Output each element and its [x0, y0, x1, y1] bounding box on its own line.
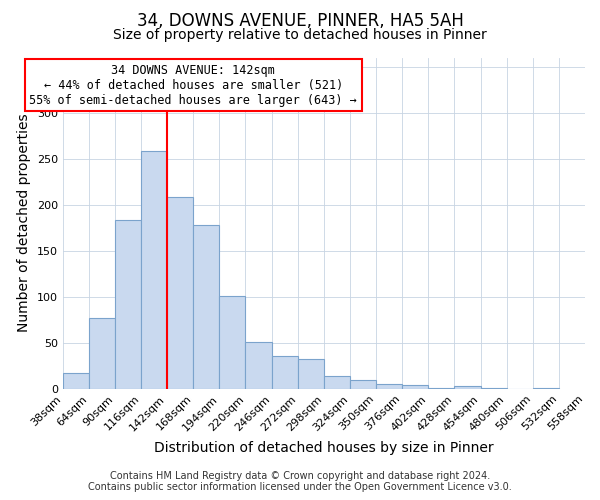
Bar — [350, 380, 376, 389]
Text: Contains HM Land Registry data © Crown copyright and database right 2024.
Contai: Contains HM Land Registry data © Crown c… — [88, 471, 512, 492]
Bar — [533, 388, 559, 389]
Text: 34, DOWNS AVENUE, PINNER, HA5 5AH: 34, DOWNS AVENUE, PINNER, HA5 5AH — [137, 12, 463, 30]
Bar — [245, 342, 272, 389]
Bar — [193, 225, 220, 389]
Bar — [454, 386, 481, 389]
Bar — [167, 198, 193, 389]
Text: 34 DOWNS AVENUE: 142sqm
← 44% of detached houses are smaller (521)
55% of semi-d: 34 DOWNS AVENUE: 142sqm ← 44% of detache… — [29, 64, 357, 106]
Bar — [376, 384, 402, 389]
Bar — [89, 318, 115, 389]
Bar — [428, 388, 454, 389]
Bar — [141, 152, 167, 389]
X-axis label: Distribution of detached houses by size in Pinner: Distribution of detached houses by size … — [154, 441, 494, 455]
Bar — [62, 373, 89, 389]
Bar — [298, 360, 324, 389]
Bar — [402, 385, 428, 389]
Y-axis label: Number of detached properties: Number of detached properties — [17, 114, 31, 332]
Bar — [481, 388, 506, 389]
Text: Size of property relative to detached houses in Pinner: Size of property relative to detached ho… — [113, 28, 487, 42]
Bar — [220, 296, 245, 389]
Bar — [115, 220, 141, 389]
Bar — [324, 376, 350, 389]
Bar — [272, 356, 298, 389]
